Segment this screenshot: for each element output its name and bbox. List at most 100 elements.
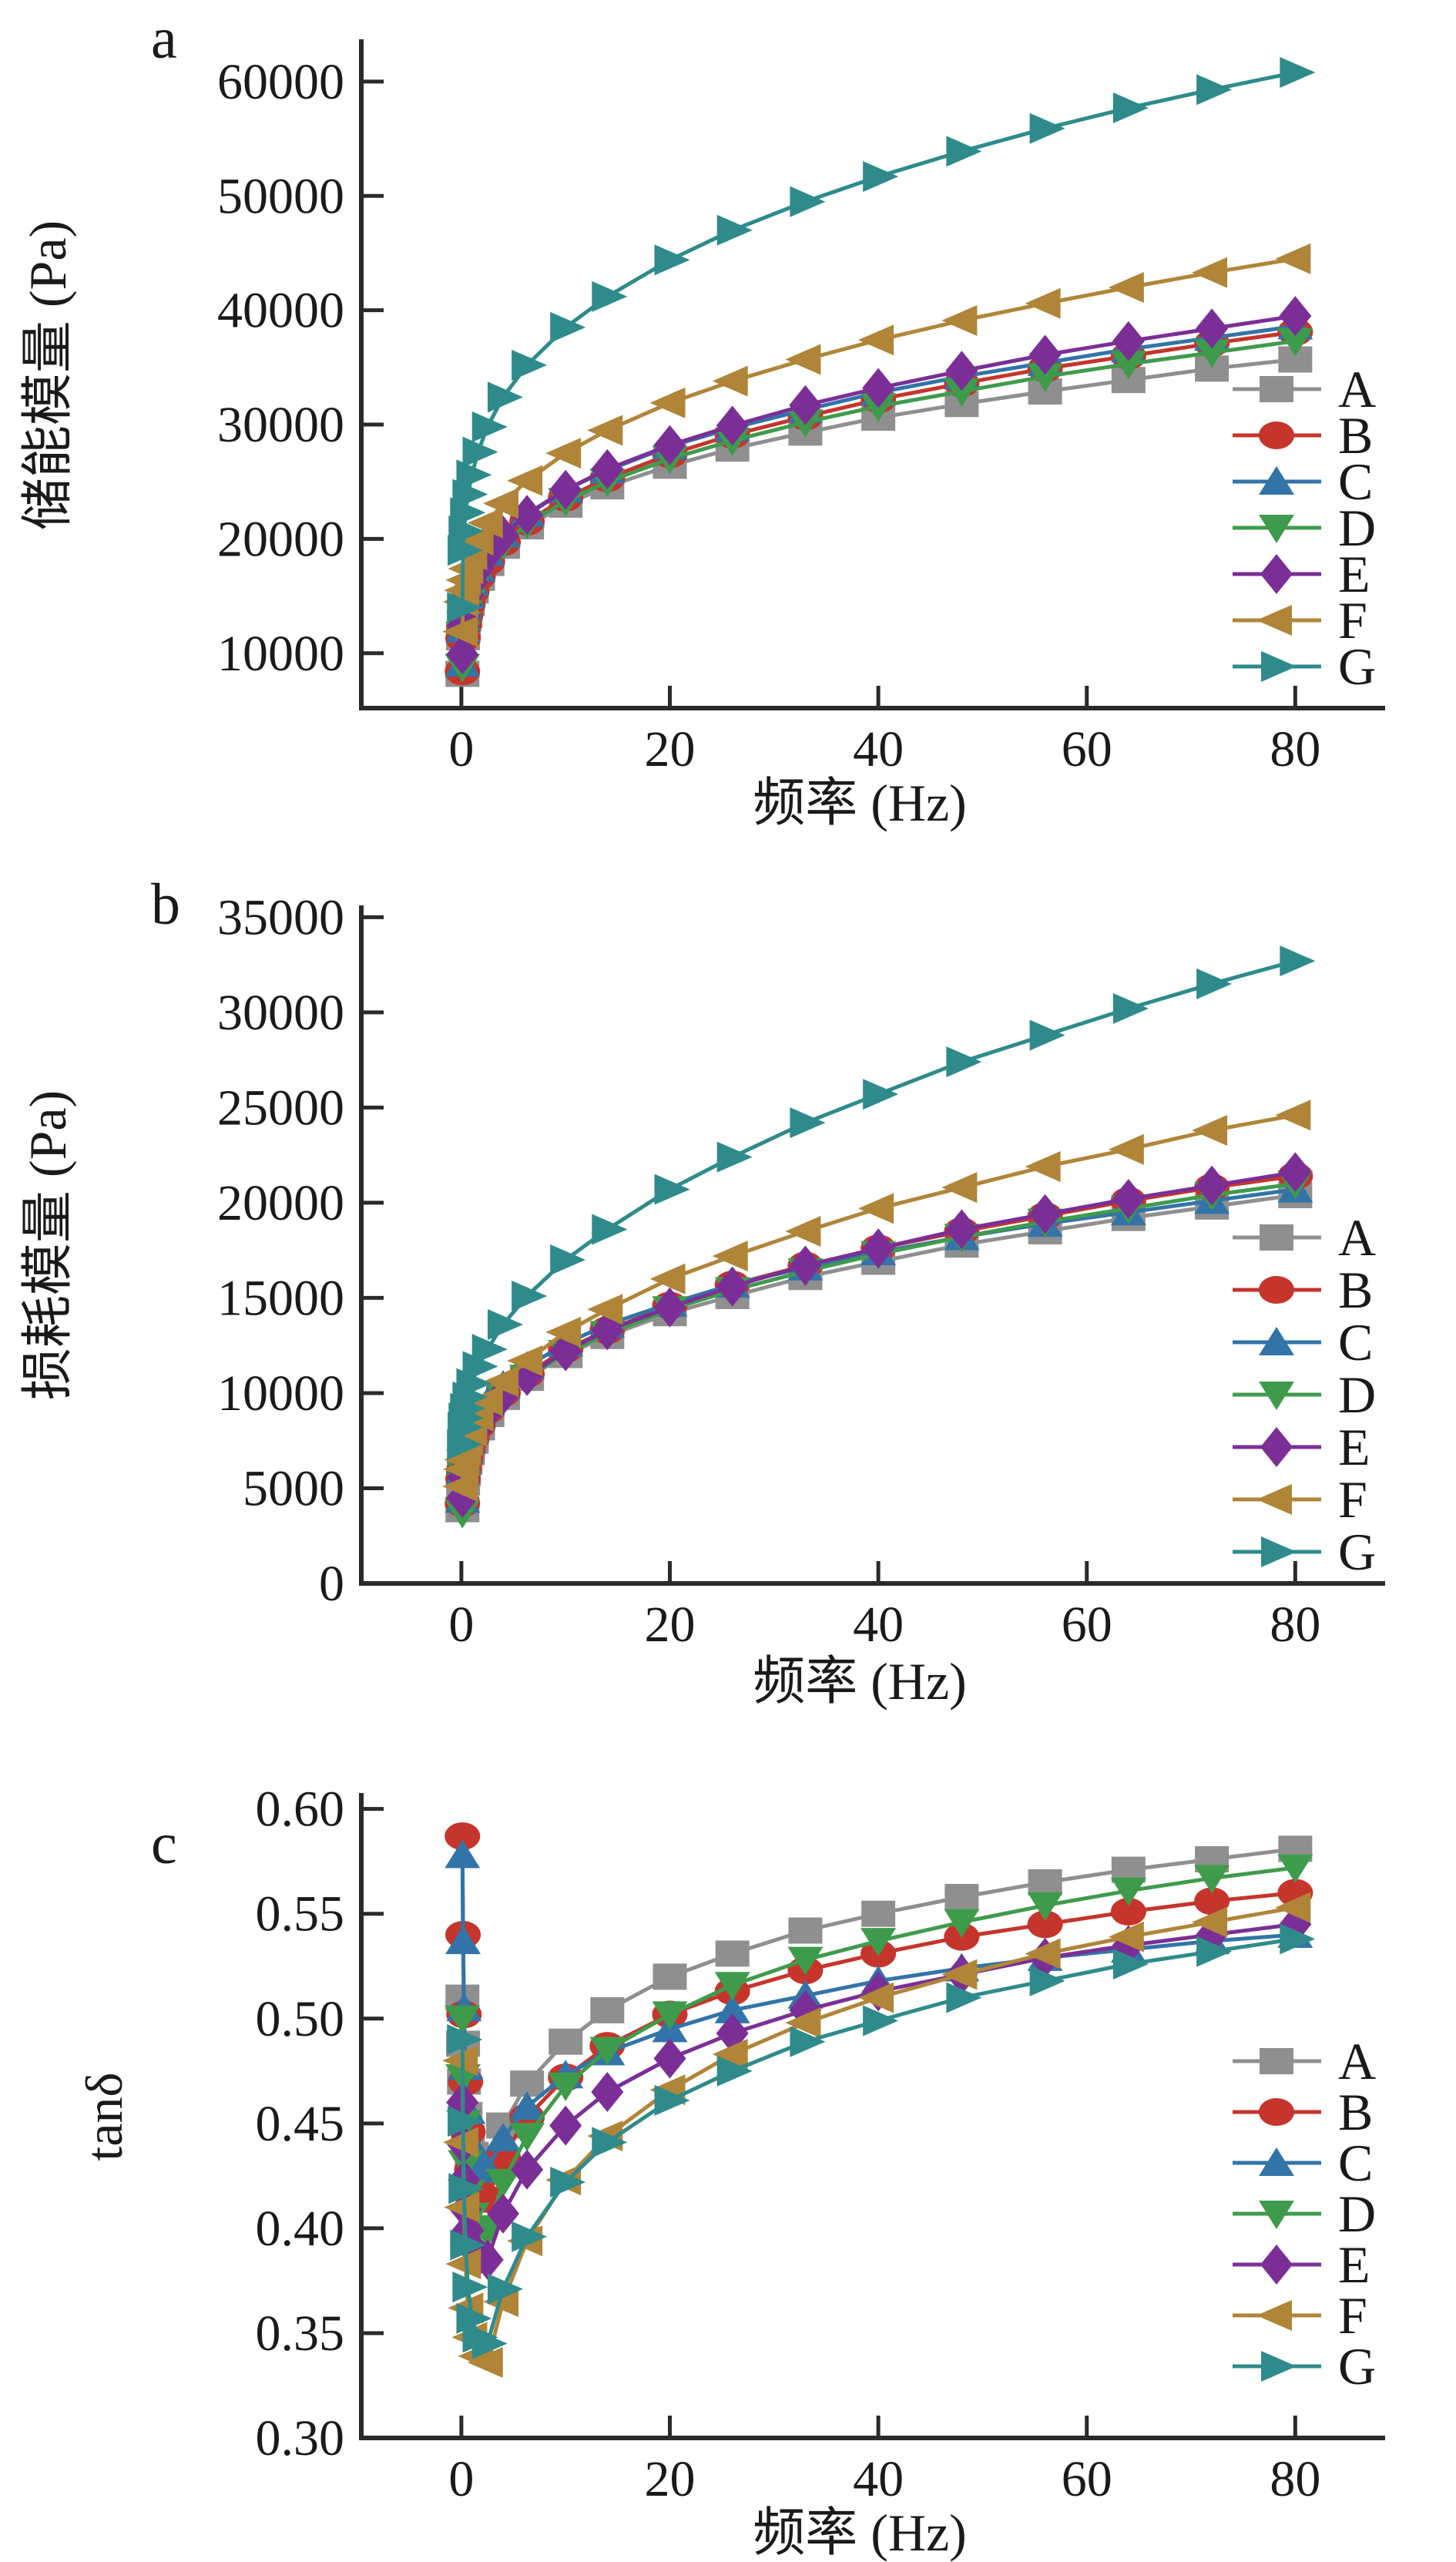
- A-marker: [1028, 1869, 1062, 1895]
- G-marker: [790, 2026, 826, 2057]
- G-marker: [716, 1141, 753, 1173]
- panel-a-y-axis-label: 储能模量 (Pa): [18, 220, 77, 531]
- y-tick-label: 0.55: [256, 1886, 345, 1942]
- legend-label: A: [1338, 1208, 1376, 1267]
- G-marker: [488, 381, 524, 413]
- E-marker: [591, 448, 624, 489]
- legend-item-A: A: [1233, 2032, 1376, 2090]
- E-marker: [789, 384, 822, 425]
- G-marker: [1029, 112, 1065, 144]
- legend-item-D: D: [1233, 1365, 1376, 1424]
- panel-a-x-axis-label: 频率 (Hz): [753, 774, 967, 832]
- panel-a-plot: 10000 20000 30000 40000 50000 60000 0 20 40 60 80 A…: [217, 39, 1385, 777]
- E-marker: [945, 351, 978, 391]
- G-marker: [1280, 57, 1316, 89]
- x-tick-label: 40: [853, 1597, 904, 1653]
- G-marker: [488, 2273, 524, 2305]
- series-E-a: [446, 296, 1312, 675]
- G-marker: [456, 459, 492, 491]
- C-marker: [485, 2122, 522, 2151]
- F-marker: [442, 616, 478, 647]
- legend-item-A: A: [1233, 1208, 1376, 1267]
- legend-item-B: B: [1233, 2083, 1373, 2141]
- y-tick-label: 25000: [217, 1080, 344, 1136]
- G-marker: [1112, 992, 1149, 1024]
- F-marker: [941, 305, 978, 337]
- G-marker: [462, 436, 498, 468]
- A-marker: [653, 1963, 687, 1990]
- F-marker: [443, 2127, 479, 2158]
- x-tick-label: 60: [1062, 2451, 1112, 2507]
- legend-label: G: [1338, 2337, 1376, 2396]
- E-marker: [653, 425, 686, 465]
- legend-item-G: G: [1233, 1523, 1376, 1581]
- legend-marker-diamond: [1260, 1427, 1293, 1467]
- F-marker: [712, 365, 748, 397]
- F-marker: [1275, 243, 1311, 274]
- series-F-line: [460, 257, 1296, 632]
- y-tick-label: 10000: [217, 1365, 344, 1422]
- legend-label: E: [1338, 1418, 1370, 1476]
- F-marker: [858, 1982, 894, 2013]
- D-marker: [485, 2169, 522, 2198]
- G-marker: [654, 2084, 690, 2116]
- legend-marker-circle: [1259, 421, 1294, 449]
- legend-label: C: [1338, 452, 1373, 511]
- series-E-line: [460, 314, 1296, 655]
- E-marker: [653, 2038, 686, 2079]
- G-marker: [863, 161, 899, 193]
- F-marker: [1192, 1906, 1228, 1938]
- legend-label: E: [1338, 2235, 1370, 2294]
- C-marker: [445, 1926, 481, 1955]
- axis-spines: [359, 39, 1385, 710]
- E-marker: [1279, 296, 1312, 337]
- legend-marker-triangle-down: [1259, 515, 1294, 543]
- x-tick-label: 40: [853, 2451, 904, 2507]
- legend-item-B: B: [1233, 1261, 1373, 1319]
- D-marker: [1027, 1892, 1063, 1921]
- legend-marker-triangle-down: [1259, 2201, 1294, 2229]
- F-marker: [442, 2045, 478, 2077]
- D-marker: [714, 1972, 750, 2001]
- G-marker: [1029, 1019, 1065, 1051]
- series-F-line: [460, 1113, 1296, 1487]
- G-marker: [716, 214, 753, 246]
- D-marker: [1277, 327, 1313, 357]
- legend-label: C: [1338, 1313, 1373, 1372]
- E-marker: [1112, 321, 1145, 361]
- E-marker: [1279, 1152, 1312, 1193]
- F-marker: [1108, 1133, 1144, 1165]
- G-marker: [462, 1351, 498, 1382]
- E-marker: [511, 495, 544, 536]
- F-marker: [712, 1241, 748, 1272]
- E-marker: [549, 2105, 582, 2146]
- F-marker: [941, 1959, 978, 1990]
- panel-c-y-axis-label: tanδ: [75, 2072, 133, 2161]
- legend-item-F: F: [1233, 591, 1367, 650]
- G-marker: [592, 2127, 628, 2158]
- legend-marker-triangle-down: [1259, 1382, 1294, 1410]
- F-marker: [587, 415, 623, 446]
- series-F-a: [442, 243, 1311, 647]
- legend-label: D: [1338, 1365, 1376, 1424]
- y-tick-label: 20000: [217, 511, 344, 567]
- G-marker: [946, 1982, 982, 2013]
- F-marker: [941, 1172, 978, 1204]
- E-marker: [862, 368, 895, 408]
- legend-marker-diamond: [1260, 554, 1293, 594]
- B-marker: [1110, 1898, 1146, 1926]
- legend-label: G: [1338, 637, 1376, 696]
- G-marker: [512, 1280, 548, 1311]
- series-G-b: [447, 945, 1316, 1460]
- legend-marker-triangle-up: [1259, 2147, 1294, 2176]
- legend-item-B: B: [1233, 406, 1373, 465]
- x-tick-label: 20: [645, 721, 696, 777]
- y-tick-label: 10000: [217, 626, 344, 682]
- D-marker: [1194, 1865, 1230, 1894]
- panel-b-plot: 0 5000 10000 15000 20000 25000 30000 35000 0 20 40…: [217, 889, 1385, 1653]
- G-marker: [550, 311, 586, 343]
- legend-item-G: G: [1233, 2337, 1376, 2396]
- x-tick-label: 20: [645, 1597, 696, 1653]
- x-tick-label: 60: [1062, 1597, 1112, 1653]
- F-marker: [507, 1345, 543, 1376]
